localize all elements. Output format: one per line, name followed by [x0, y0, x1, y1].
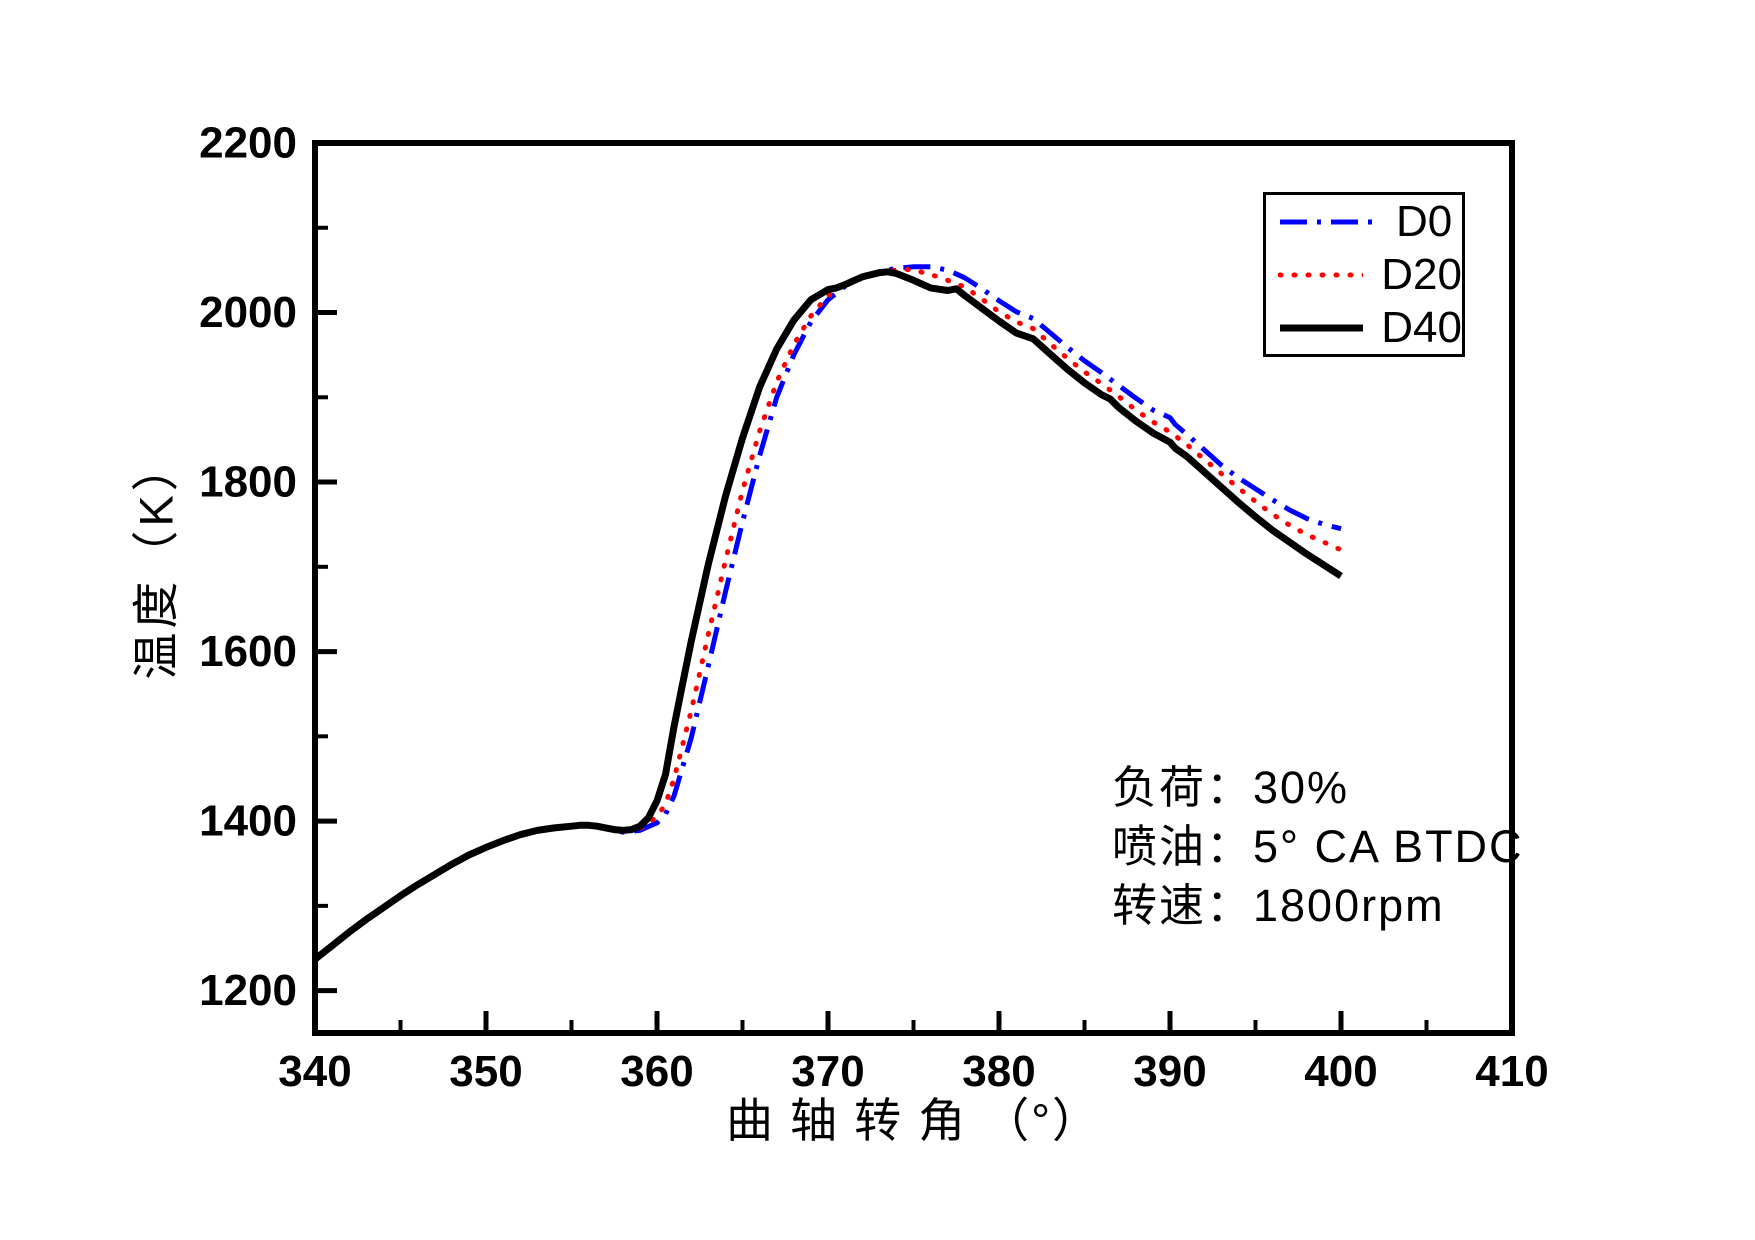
- x-axis-title: 曲 轴 转 角 （°）: [725, 1094, 1102, 1147]
- legend-item-D20: D20: [1266, 249, 1462, 301]
- x-tick-label: 400: [1304, 1047, 1377, 1096]
- legend-label-D40: D40: [1381, 302, 1462, 352]
- legend-line-sample-D40: [1280, 324, 1364, 331]
- y-tick-label: 1800: [199, 458, 297, 507]
- annotation-line-injection: 喷油：5° CA BTDC: [1112, 821, 1524, 872]
- legend-line-sample-D0: [1280, 219, 1376, 224]
- annotation-line-load: 负荷：30%: [1112, 762, 1350, 813]
- y-tick-label: 2200: [199, 119, 297, 168]
- x-tick-label: 380: [962, 1047, 1035, 1096]
- legend-item-D40: D40: [1266, 302, 1462, 354]
- x-tick-label: 370: [791, 1047, 864, 1096]
- y-tick-label: 1600: [199, 627, 297, 676]
- series-line-D40: [312, 268, 1343, 963]
- plot-frame: [312, 140, 1515, 1036]
- legend-item-D0: D0: [1266, 196, 1462, 248]
- legend-label-D0: D0: [1396, 196, 1453, 246]
- legend-line-sample-D20: [1278, 272, 1364, 277]
- y-tick-label: 1400: [199, 797, 297, 846]
- y-tick-label: 2000: [199, 288, 297, 337]
- legend-label-D20: D20: [1381, 249, 1462, 299]
- x-tick-label: 340: [278, 1047, 351, 1096]
- annotation-block: 负荷：30% 喷油：5° CA BTDC 转速：1800rpm: [1112, 758, 1524, 935]
- legend: D0 D20 D40: [1263, 192, 1465, 357]
- y-axis-title: 温度（K）: [129, 440, 183, 680]
- x-tick-label: 350: [449, 1047, 522, 1096]
- x-tick-label: 360: [620, 1047, 693, 1096]
- annotation-line-speed: 转速：1800rpm: [1112, 880, 1445, 931]
- series-line-D20: [312, 266, 1344, 962]
- y-tick-label: 1200: [199, 966, 297, 1015]
- x-tick-label: 410: [1475, 1047, 1548, 1096]
- x-tick-label: 390: [1133, 1047, 1206, 1096]
